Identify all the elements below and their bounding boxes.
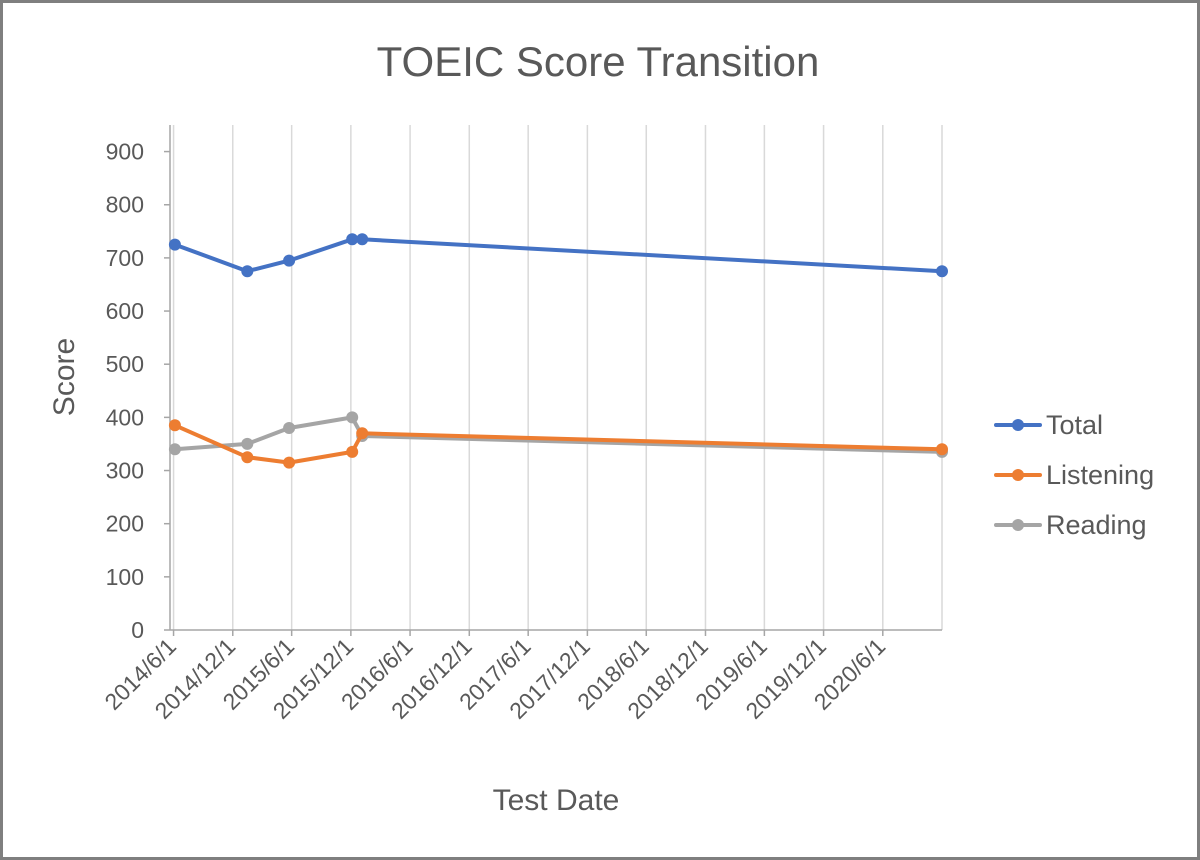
data-point-listening — [356, 427, 369, 440]
data-point-reading — [283, 422, 296, 434]
y-tick-label: 0 — [131, 617, 144, 643]
chart-title: TOEIC Score Transition — [377, 38, 820, 85]
y-tick-label: 600 — [106, 298, 144, 324]
y-tick-labels: 0 100 200 300 400 500 600 700 800 900 — [106, 139, 144, 643]
data-point-listening — [936, 443, 948, 456]
data-point-total — [936, 265, 948, 278]
series-line-listening — [172, 423, 944, 465]
data-point-reading — [168, 443, 181, 456]
legend-label-reading: Reading — [1046, 510, 1147, 540]
gridlines — [172, 125, 943, 630]
data-point-listening — [283, 456, 296, 469]
data-point-reading — [241, 437, 254, 450]
data-point-listening — [168, 419, 181, 432]
y-tick-label: 400 — [106, 404, 144, 430]
y-tick-label: 900 — [106, 139, 144, 165]
legend-label-listening: Listening — [1046, 460, 1154, 490]
data-point-total — [356, 233, 369, 246]
data-point-total — [283, 254, 296, 267]
y-axis-label: Score — [48, 338, 81, 416]
legend-marker-total — [1012, 419, 1024, 431]
data-point-total — [346, 233, 359, 246]
y-tick-label: 100 — [106, 564, 144, 590]
x-axis-label: Test Date — [493, 784, 620, 817]
legend-marker-reading — [1012, 519, 1024, 531]
axes — [164, 125, 942, 636]
y-tick-label: 300 — [106, 458, 144, 484]
data-point-total — [168, 238, 181, 251]
legend-label-total: Total — [1046, 410, 1103, 440]
y-tick-label: 200 — [106, 511, 144, 537]
series-line-reading — [172, 415, 944, 454]
data-point-reading — [346, 411, 359, 424]
y-tick-label: 800 — [106, 192, 144, 218]
data-point-total — [241, 265, 254, 278]
legend: Total Listening Reading — [994, 410, 1154, 540]
data-point-listening — [241, 451, 254, 464]
y-tick-label: 500 — [106, 351, 144, 377]
data-point-listening — [346, 445, 359, 458]
legend-marker-listening — [1012, 469, 1024, 481]
series-line-total — [172, 237, 944, 274]
x-tick-labels: 2014/6/12014/12/12015/6/12015/12/12016/6… — [99, 633, 890, 724]
series-group — [168, 233, 948, 469]
y-tick-label: 700 — [106, 245, 144, 271]
